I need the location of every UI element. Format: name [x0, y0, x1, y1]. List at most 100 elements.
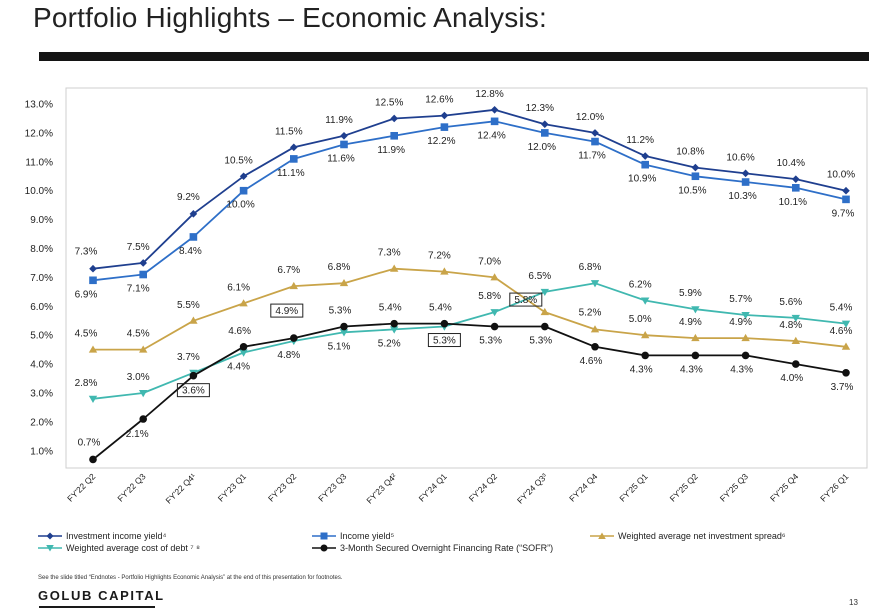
data-label: 11.5%: [275, 126, 303, 137]
data-label: 5.2%: [579, 307, 602, 318]
brand-underline: [39, 606, 155, 608]
data-point: [290, 334, 298, 342]
data-point: [691, 333, 700, 342]
data-point: [239, 299, 248, 307]
data-label: 10.5%: [678, 185, 706, 196]
series-line-4: [92, 322, 847, 461]
legend-item-cost-of-debt: Weighted average cost of debt ⁷ ⁸: [38, 543, 200, 553]
data-label: 5.8%: [514, 295, 537, 306]
data-label: 12.4%: [477, 130, 505, 141]
y-tick-label: 11.0%: [25, 157, 53, 168]
triangle-down-marker-icon: [38, 545, 62, 552]
data-label: 3.7%: [831, 382, 854, 393]
data-label: 10.0%: [226, 200, 254, 211]
data-point: [339, 329, 349, 337]
data-label: 7.5%: [127, 242, 150, 253]
data-point: [641, 331, 650, 339]
data-point: [239, 349, 248, 357]
page-number: 13: [849, 598, 858, 607]
data-point: [540, 307, 549, 316]
data-label: 4.8%: [779, 320, 802, 331]
data-label: 5.3%: [433, 336, 456, 347]
data-point: [741, 178, 750, 186]
data-label: 7.3%: [378, 248, 401, 259]
data-label: 4.5%: [127, 329, 150, 340]
y-tick-label: 1.0%: [30, 446, 53, 457]
legend-label: Weighted average cost of debt ⁷ ⁸: [66, 543, 200, 553]
data-point: [541, 322, 549, 331]
data-label: 6.8%: [328, 262, 351, 273]
data-point: [189, 316, 198, 324]
data-label: 3.6%: [182, 386, 205, 397]
data-point: [791, 314, 800, 323]
data-point: [490, 309, 499, 317]
data-label: 7.3%: [75, 247, 98, 258]
series-line-1: [92, 120, 847, 282]
data-label: 12.6%: [425, 95, 453, 106]
data-label: 10.1%: [779, 197, 807, 208]
x-tick-label: FY'22 Q2: [65, 471, 97, 503]
data-point: [741, 169, 750, 178]
y-tick-label: 3.0%: [30, 389, 53, 400]
data-point: [641, 351, 649, 360]
data-label: 11.2%: [626, 135, 654, 146]
data-label: 3.0%: [127, 372, 150, 383]
data-point: [792, 175, 800, 183]
data-label: 5.8%: [478, 291, 501, 302]
data-point: [741, 311, 750, 320]
data-label: 11.9%: [325, 115, 353, 126]
data-point: [88, 395, 98, 403]
data-label: 4.0%: [780, 373, 803, 384]
data-point: [641, 152, 649, 160]
data-label: 2.1%: [126, 429, 149, 440]
data-point: [89, 276, 97, 285]
data-point: [691, 306, 700, 314]
data-label: 4.9%: [729, 317, 752, 328]
data-point: [440, 111, 449, 120]
data-point: [390, 264, 399, 272]
data-label: 12.3%: [526, 103, 554, 114]
data-point: [841, 342, 851, 350]
title-divider: [39, 52, 869, 61]
y-tick-label: 10.0%: [25, 186, 53, 197]
data-label: 12.0%: [528, 142, 556, 153]
y-tick-label: 12.0%: [25, 128, 53, 139]
data-label: 12.2%: [427, 136, 455, 147]
data-label: 4.6%: [228, 326, 251, 337]
series-line-0: [92, 108, 847, 270]
data-label: 10.6%: [726, 152, 754, 163]
x-tick-label: FY'25 Q4: [768, 471, 800, 503]
data-label: 7.2%: [428, 251, 451, 262]
data-point: [89, 455, 97, 464]
data-point: [490, 322, 499, 331]
highlight-box: [176, 383, 210, 398]
x-tick-label: FY'24 Q3³: [515, 471, 549, 505]
data-label: 10.5%: [224, 155, 252, 166]
x-tick-label: FY'26 Q1: [818, 471, 850, 503]
x-tick-label: FY'24 Q2: [467, 471, 499, 503]
data-label: 5.3%: [529, 336, 552, 347]
y-tick-label: 7.0%: [30, 273, 53, 284]
brand-logo: GOLUB CAPITAL: [38, 588, 165, 603]
data-point: [590, 325, 600, 333]
data-point: [590, 280, 600, 288]
data-point: [390, 319, 399, 328]
data-label: 6.1%: [227, 282, 250, 293]
plot-frame: [65, 87, 868, 469]
data-point: [541, 129, 549, 137]
data-label: 4.4%: [227, 362, 250, 373]
data-point: [842, 186, 850, 195]
y-tick-label: 5.0%: [30, 331, 53, 342]
data-point: [390, 131, 398, 140]
data-point: [741, 351, 750, 360]
data-point: [792, 184, 800, 192]
data-label: 5.4%: [429, 303, 452, 314]
data-label: 5.6%: [779, 297, 802, 308]
data-point: [641, 297, 650, 305]
x-tick-label: FY'24 Q4: [567, 471, 599, 503]
data-point: [841, 320, 851, 328]
legend-item-sofr: 3-Month Secured Overnight Financing Rate…: [312, 543, 553, 553]
data-label: 4.9%: [679, 317, 702, 328]
x-tick-label: FY'23 Q3: [316, 471, 348, 503]
data-label: 4.6%: [580, 356, 603, 367]
